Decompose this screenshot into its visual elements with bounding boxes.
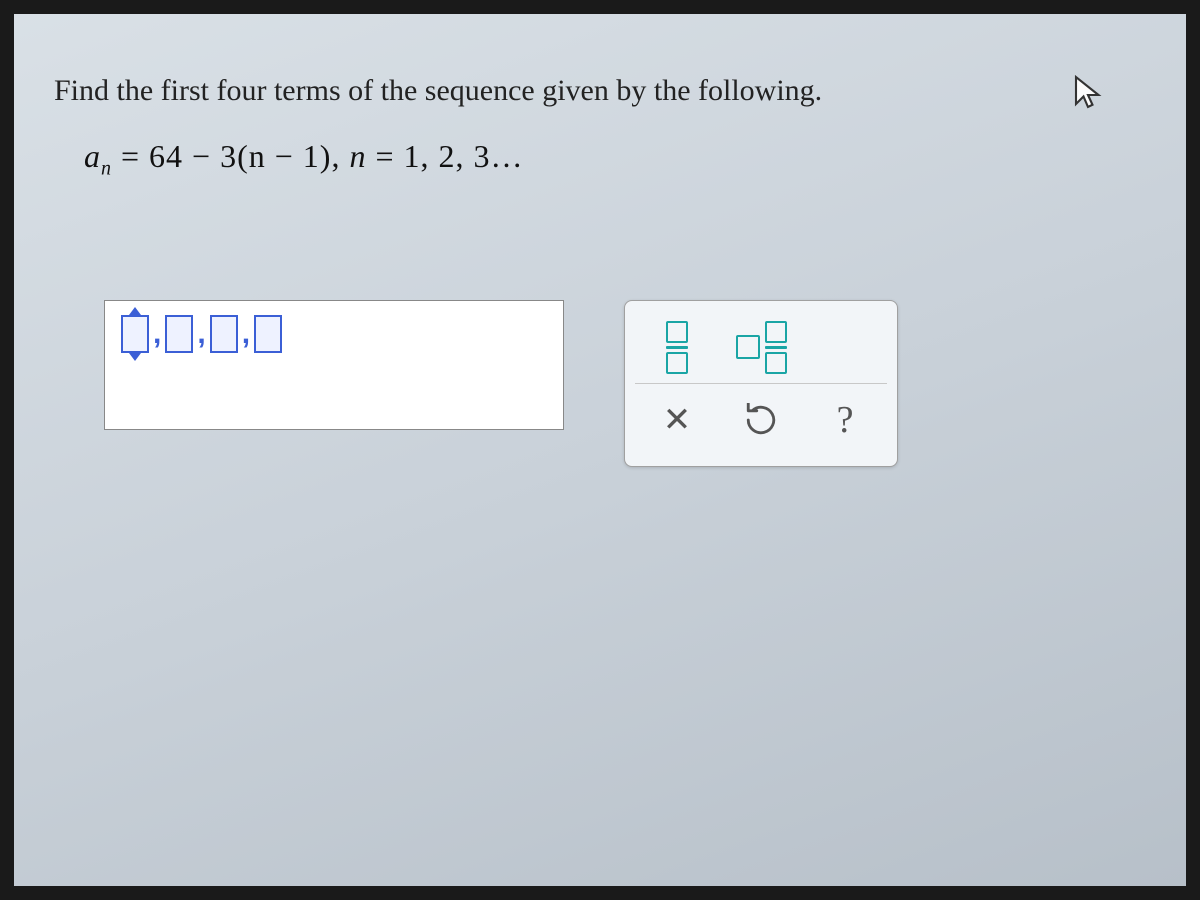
formula-rhs: 64 − 3(n − 1), [149, 138, 349, 174]
help-button[interactable]: ? [817, 394, 873, 446]
answer-placeholders: , , , [121, 315, 282, 353]
formula-eq: = [112, 138, 149, 174]
answer-blank-2[interactable] [165, 315, 193, 353]
answer-blank-1[interactable] [121, 315, 149, 353]
sequence-formula: an = 64 − 3(n − 1), n = 1, 2, 3… [84, 138, 1146, 180]
answer-blank-3[interactable] [210, 315, 238, 353]
formula-n: n [349, 138, 366, 174]
palette-row-controls: ✕ ? [635, 383, 887, 456]
answer-input-box[interactable]: , , , [104, 300, 564, 430]
answer-sep-3: , [242, 317, 250, 351]
help-icon: ? [837, 398, 854, 442]
fraction-button[interactable] [649, 321, 705, 373]
answer-blank-4[interactable] [254, 315, 282, 353]
formula-domain: = 1, 2, 3… [366, 138, 523, 174]
undo-button[interactable] [733, 394, 789, 446]
answer-sep-2: , [197, 317, 205, 351]
answer-sep-1: , [153, 317, 161, 351]
clear-button[interactable]: ✕ [649, 394, 705, 446]
question-prompt: Find the first four terms of the sequenc… [54, 74, 1146, 108]
cursor-icon [1070, 74, 1106, 110]
close-icon: ✕ [663, 400, 692, 440]
problem-area: Find the first four terms of the sequenc… [54, 74, 1146, 467]
work-row: , , , [104, 300, 1146, 467]
undo-icon [744, 403, 778, 437]
mixed-number-icon [736, 321, 787, 374]
mixed-number-button[interactable] [733, 321, 789, 373]
screen-frame: Find the first four terms of the sequenc… [0, 0, 1200, 900]
fraction-icon [666, 321, 688, 374]
formula-an-sub: n [101, 157, 112, 179]
formula-an-a: a [84, 138, 101, 174]
tool-palette: ✕ ? [624, 300, 898, 467]
palette-row-math [635, 311, 887, 383]
